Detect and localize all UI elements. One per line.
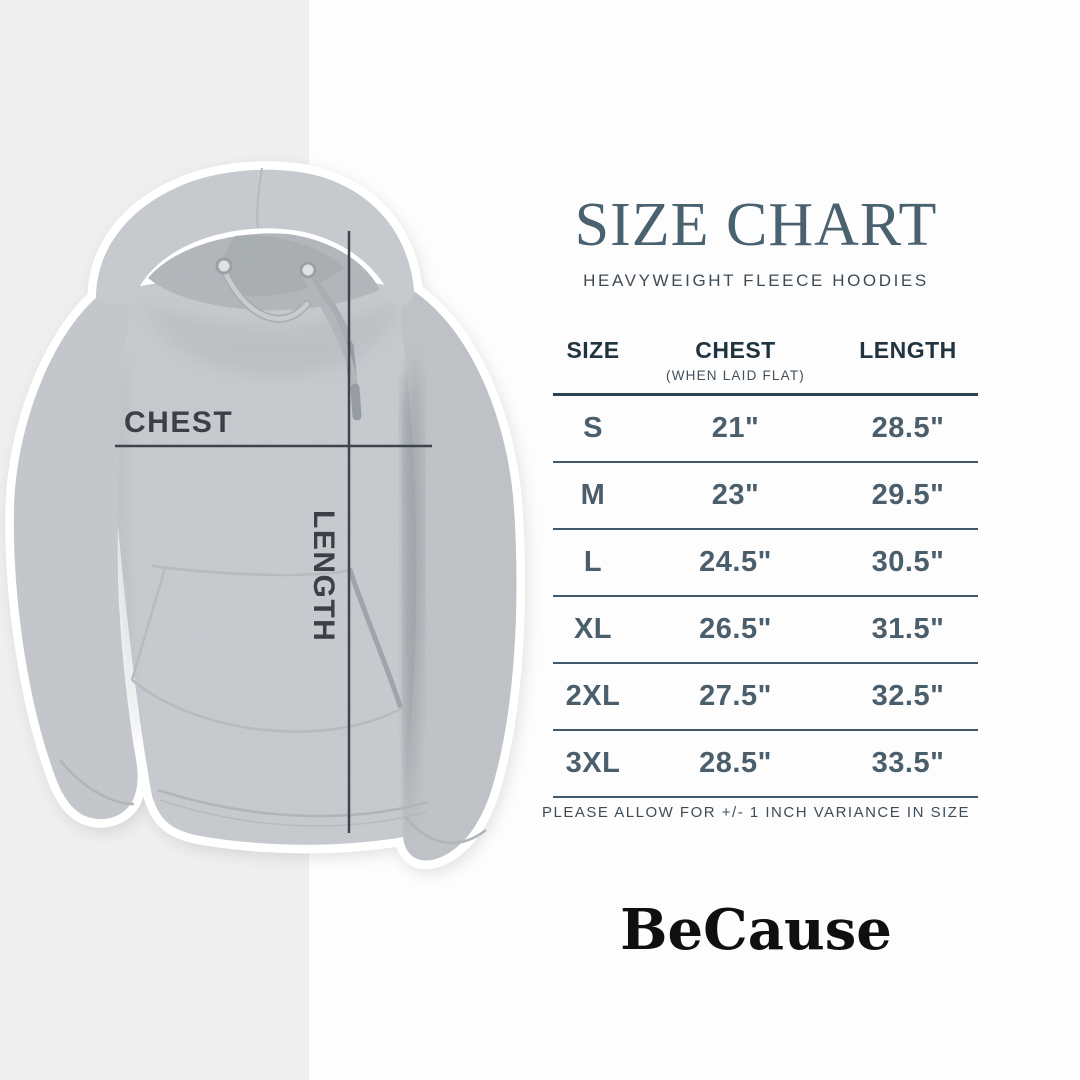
table-row: L 24.5" 30.5" xyxy=(553,530,978,597)
table-row: XL 26.5" 31.5" xyxy=(553,597,978,664)
size-table: SIZE CHEST (WHEN LAID FLAT) LENGTH S 21"… xyxy=(553,337,978,798)
chest-cell: 23" xyxy=(711,479,760,511)
length-label: LENGTH xyxy=(307,510,340,642)
column-header-length: LENGTH xyxy=(859,337,957,363)
size-cell: XL xyxy=(573,613,613,645)
page-title: SIZE CHART xyxy=(574,191,938,259)
column-header-chest: CHEST xyxy=(695,337,776,363)
length-cell: 29.5" xyxy=(871,479,945,511)
table-row: M 23" 29.5" xyxy=(553,463,978,530)
column-header-size: SIZE xyxy=(566,337,620,363)
size-cell: 3XL xyxy=(565,747,621,779)
size-table-body: S 21" 28.5" M 23" 29.5" L 24.5" 30.5" XL… xyxy=(553,396,978,798)
kangaroo-pocket xyxy=(130,564,403,733)
variance-note: PLEASE ALLOW FOR +/- 1 INCH VARIANCE IN … xyxy=(542,804,970,821)
hoodie-photo: CHEST LENGTH xyxy=(0,148,545,890)
page-subtitle: HEAVYWEIGHT FLEECE HOODIES xyxy=(583,271,929,290)
size-table-header: SIZE CHEST (WHEN LAID FLAT) LENGTH xyxy=(553,337,978,396)
size-cell: S xyxy=(583,412,603,444)
length-cell: 32.5" xyxy=(871,680,945,712)
length-cell: 28.5" xyxy=(871,412,945,444)
measurement-annotations: CHEST LENGTH xyxy=(115,231,432,833)
column-header-chest-caption: (WHEN LAID FLAT) xyxy=(666,368,805,383)
chest-cell: 28.5" xyxy=(699,747,772,779)
table-row: S 21" 28.5" xyxy=(553,396,978,463)
chest-cell: 21" xyxy=(711,412,760,444)
chest-cell: 26.5" xyxy=(699,613,772,645)
size-cell: M xyxy=(580,479,606,511)
length-cell: 33.5" xyxy=(871,747,945,779)
table-row: 2XL 27.5" 32.5" xyxy=(553,664,978,731)
chest-label: CHEST xyxy=(124,406,233,439)
size-cell: L xyxy=(583,546,603,578)
hoodie-fabric xyxy=(13,167,517,861)
brand-logo: BeCause xyxy=(620,897,892,963)
table-row: 3XL 28.5" 33.5" xyxy=(553,731,978,798)
length-cell: 31.5" xyxy=(871,613,945,645)
length-cell: 30.5" xyxy=(871,546,945,578)
chest-cell: 27.5" xyxy=(699,680,772,712)
size-cell: 2XL xyxy=(565,680,621,712)
chest-cell: 24.5" xyxy=(699,546,772,578)
hoodie-illustration: CHEST LENGTH xyxy=(0,148,545,890)
